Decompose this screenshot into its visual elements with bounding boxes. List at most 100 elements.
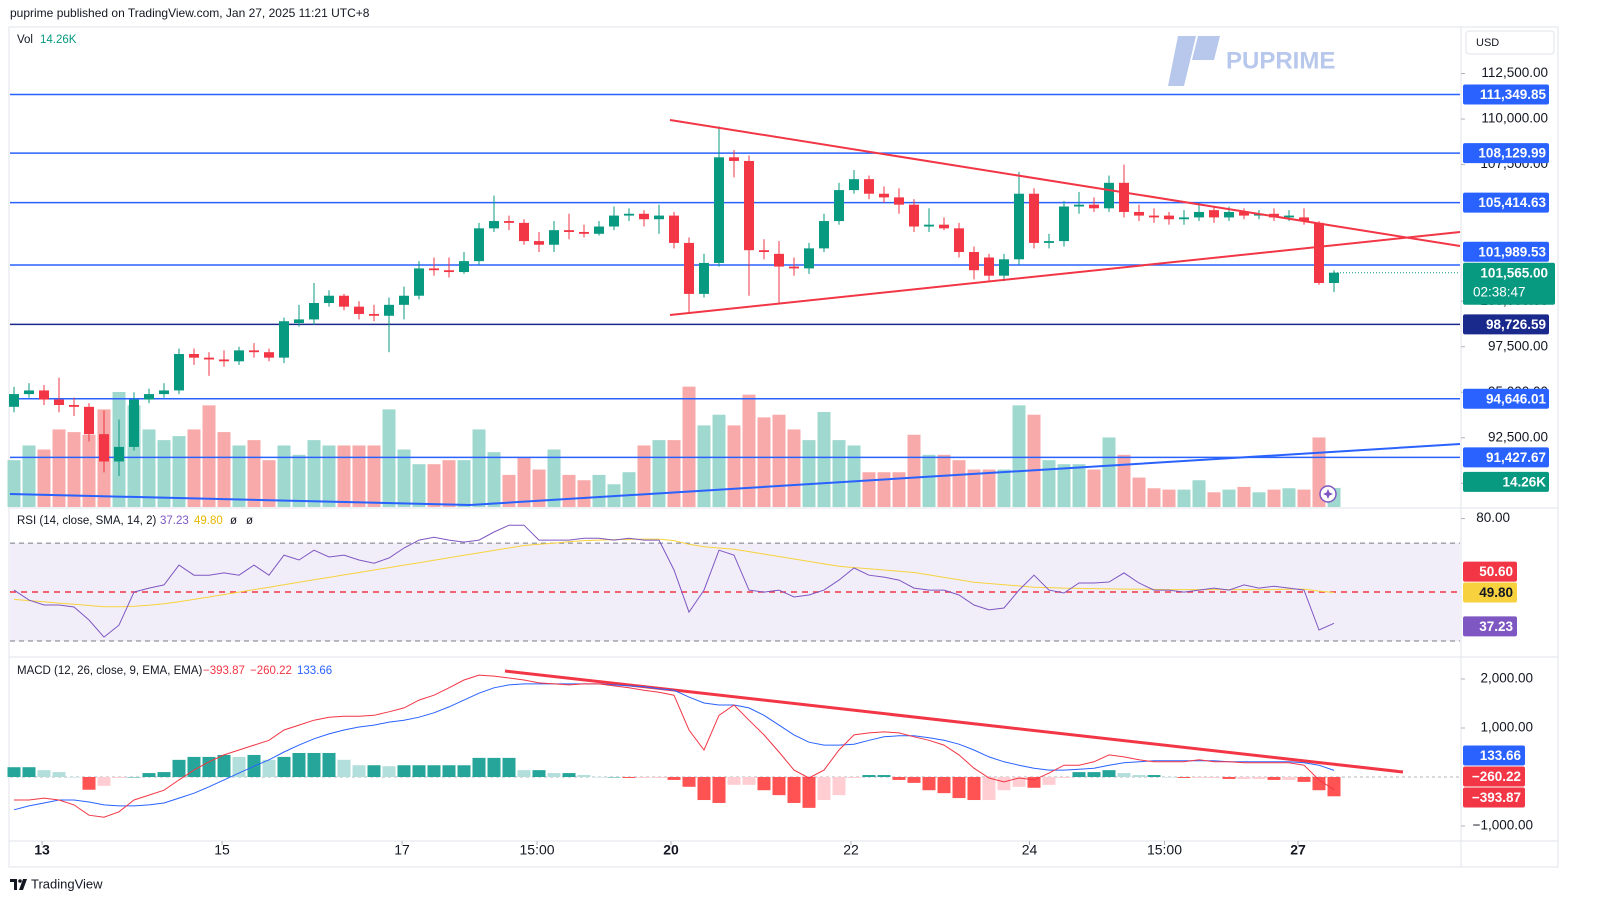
candle-body: [474, 228, 485, 262]
macd-histogram-bar: [622, 776, 636, 778]
volume-bar: [307, 440, 321, 507]
candle-body: [639, 213, 650, 220]
candle-body: [519, 222, 530, 242]
volume-bar: [322, 445, 336, 507]
macd-histogram-bar: [817, 776, 831, 801]
macd-histogram-bar: [742, 776, 756, 785]
level-label: 108,129.99: [1478, 146, 1546, 161]
candle-body: [1299, 217, 1310, 222]
volume-bar: [487, 452, 501, 507]
candle-body: [9, 394, 20, 407]
macd-histogram-bar: [1012, 776, 1026, 787]
candle-body: [1224, 211, 1235, 218]
candle-body: [609, 215, 620, 227]
volume-bar: [817, 412, 831, 507]
x-tick-label: 13: [34, 842, 50, 858]
volume-bar: [262, 460, 276, 507]
level-box: [1463, 143, 1549, 164]
macd-histogram-bar: [1042, 776, 1056, 785]
volume-bar: [1207, 492, 1221, 507]
candle-body: [954, 228, 965, 253]
macd-histogram-bar: [1192, 776, 1206, 778]
rsi-tick-label: 80.00: [1476, 510, 1510, 525]
rsi-legend-value: 37.23: [160, 515, 189, 527]
rsi-sma-line: [13, 538, 1335, 608]
macd-histogram-bar: [577, 775, 591, 777]
level-box: [1463, 192, 1549, 213]
candle-body: [84, 406, 95, 435]
candle-body: [924, 224, 935, 227]
candle-body: [1164, 215, 1175, 220]
candle-body: [444, 270, 455, 273]
volume-bar: [472, 429, 486, 507]
level-label: 111,349.85: [1480, 87, 1547, 102]
macd-histogram-bar: [292, 752, 306, 777]
macd-histogram-bar: [322, 752, 336, 777]
volume-bar: [772, 414, 786, 507]
candle-body: [669, 215, 680, 243]
candle-body: [1074, 204, 1085, 207]
volume-bar: [217, 432, 231, 507]
macd-histogram-bar: [172, 759, 186, 777]
footer-logo: [10, 879, 27, 890]
candle-body: [714, 157, 725, 263]
volume-bars: [7, 386, 1341, 507]
currency-button[interactable]: [1465, 30, 1555, 55]
macd-histogram-bar: [937, 776, 951, 794]
candle-body: [564, 230, 575, 232]
macd-histogram-bar: [877, 775, 891, 777]
scales: 112,500.00110,000.00107,500.00100,000.00…: [1461, 65, 1555, 833]
level-lines: [10, 93, 1460, 459]
publish-header: puprime published on TradingView.com, Ja…: [10, 6, 370, 20]
volume-bar: [82, 434, 96, 507]
triangle-lower: [669, 231, 1461, 316]
volume-bar: [187, 429, 201, 507]
level-box: [1463, 388, 1549, 409]
y-tick-label: 92,500.00: [1488, 429, 1548, 444]
candle-body: [189, 354, 200, 358]
candle-body: [909, 204, 920, 227]
macd-histogram-bar: [1057, 776, 1071, 778]
last-price-label: 101,565.00: [1480, 265, 1548, 280]
macd-histogram-bar: [427, 765, 441, 777]
macd-histogram-bar: [757, 776, 771, 791]
level-label: 98,726.59: [1486, 317, 1546, 332]
volume-bar: [967, 469, 981, 507]
macd-histogram-bar: [832, 776, 846, 796]
candle-body: [969, 252, 980, 271]
volume-bar: [982, 469, 996, 507]
candle-body: [504, 221, 515, 223]
volume-bar: [952, 460, 966, 507]
volume-bar: [172, 436, 186, 507]
macd-histogram-bar: [1267, 776, 1281, 780]
countdown: 02:38:47: [1473, 284, 1526, 299]
currency[interactable]: USD: [1476, 37, 1499, 49]
macd-histogram-bar: [1312, 776, 1326, 791]
level-box: [1463, 84, 1549, 105]
macd-histogram-bar: [862, 775, 876, 777]
volume-bar: [247, 440, 261, 507]
candle-body: [309, 303, 320, 320]
volume-bar: [532, 469, 546, 507]
x-tick-label: 22: [843, 842, 859, 858]
candle-body: [759, 250, 770, 253]
candle-body: [939, 224, 950, 229]
macd-histogram-bar: [1327, 776, 1341, 797]
x-tick-label: 24: [1022, 842, 1038, 858]
rsi-scale-label: 50.60: [1479, 564, 1513, 579]
macd-histogram-bar: [487, 757, 501, 777]
volume-bar: [367, 445, 381, 507]
macd-histogram-bar: [1027, 776, 1041, 788]
macd-legend-value: −260.22: [250, 665, 292, 677]
candle-body: [144, 394, 155, 400]
volume-bar: [277, 445, 291, 507]
volume-bar: [1132, 477, 1146, 507]
volume-bar: [1222, 489, 1236, 507]
volume-bar: [697, 425, 711, 507]
candle-body: [339, 295, 350, 307]
candle-body: [1044, 241, 1055, 243]
macd-histogram-bar: [217, 754, 231, 777]
y-tick-label: 97,500.00: [1488, 338, 1548, 353]
y-tick-label: 110,000.00: [1481, 111, 1548, 126]
